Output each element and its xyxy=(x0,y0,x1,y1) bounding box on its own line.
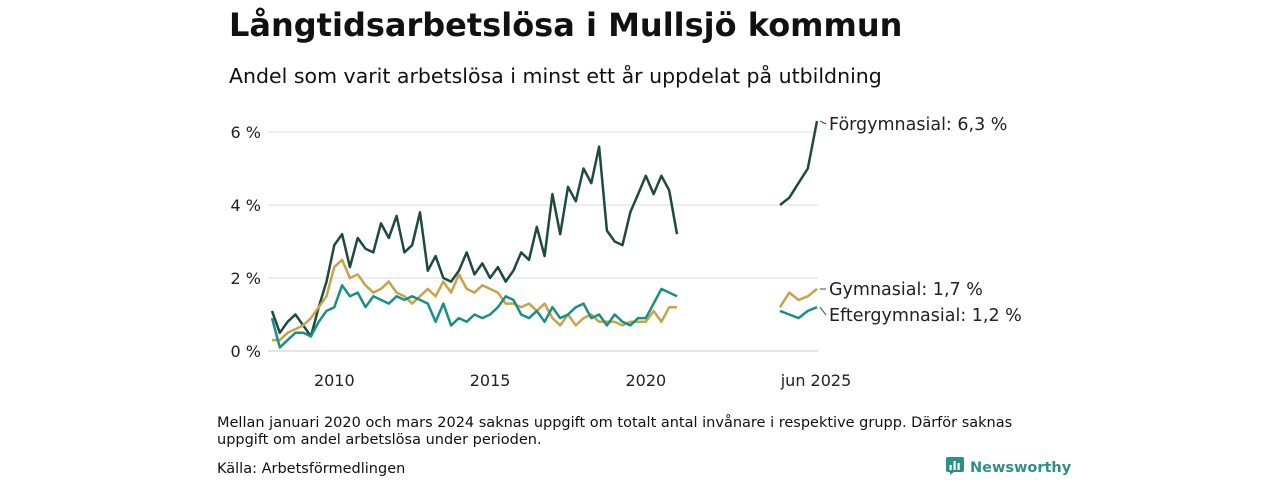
end-label-f-rgymnasial: Förgymnasial: 6,3 % xyxy=(829,115,1007,135)
line-chart: 0 % 2 % 4 % 6 % 2010 2015 2020 jun 2025 Förgymn… xyxy=(231,115,1022,390)
x-tick-label-recent: jun 2025 xyxy=(780,371,852,390)
chart-title: Långtidsarbetslösa i Mullsjö kommun xyxy=(229,6,903,44)
series-recent-line-gymnasial xyxy=(778,287,818,308)
newsworthy-logo-icon xyxy=(946,457,964,479)
end-label-connector xyxy=(819,120,827,125)
end-labels: Förgymnasial: 6,3 % Gymnasial: 1,7 % Efter… xyxy=(819,115,1022,326)
series-layer xyxy=(270,120,819,349)
y-tick-label: 6 % xyxy=(231,123,261,142)
series-line-eftergymnasial xyxy=(270,284,678,349)
series-line-f-rgymnasial xyxy=(270,145,679,338)
y-tick-label: 2 % xyxy=(231,269,261,288)
end-label-gymnasial: Gymnasial: 1,7 % xyxy=(829,280,983,300)
end-label-eftergymnasial: Eftergymnasial: 1,2 % xyxy=(829,306,1022,326)
series-recent-line-f-rgymnasial xyxy=(779,120,819,206)
tick-labels: 0 % 2 % 4 % 6 % 2010 2015 2020 jun 2025 xyxy=(231,123,852,390)
footnote: Mellan januari 2020 och mars 2024 saknas… xyxy=(217,415,1013,448)
end-label-connector xyxy=(819,306,827,316)
chart-subtitle: Andel som varit arbetslösa i minst ett å… xyxy=(229,64,882,88)
x-tick-label: 2020 xyxy=(625,371,666,390)
brand-logo: Newsworthy xyxy=(946,457,1072,479)
series-recent-line-eftergymnasial xyxy=(779,306,818,320)
source-credit: Källa: Arbetsförmedlingen xyxy=(217,461,406,477)
x-tick-label: 2015 xyxy=(470,371,511,390)
y-tick-label: 4 % xyxy=(231,196,261,215)
grid-layer xyxy=(268,131,818,352)
y-tick-label: 0 % xyxy=(231,342,261,361)
brand-name: Newsworthy xyxy=(970,460,1072,476)
x-tick-label: 2010 xyxy=(314,371,355,390)
